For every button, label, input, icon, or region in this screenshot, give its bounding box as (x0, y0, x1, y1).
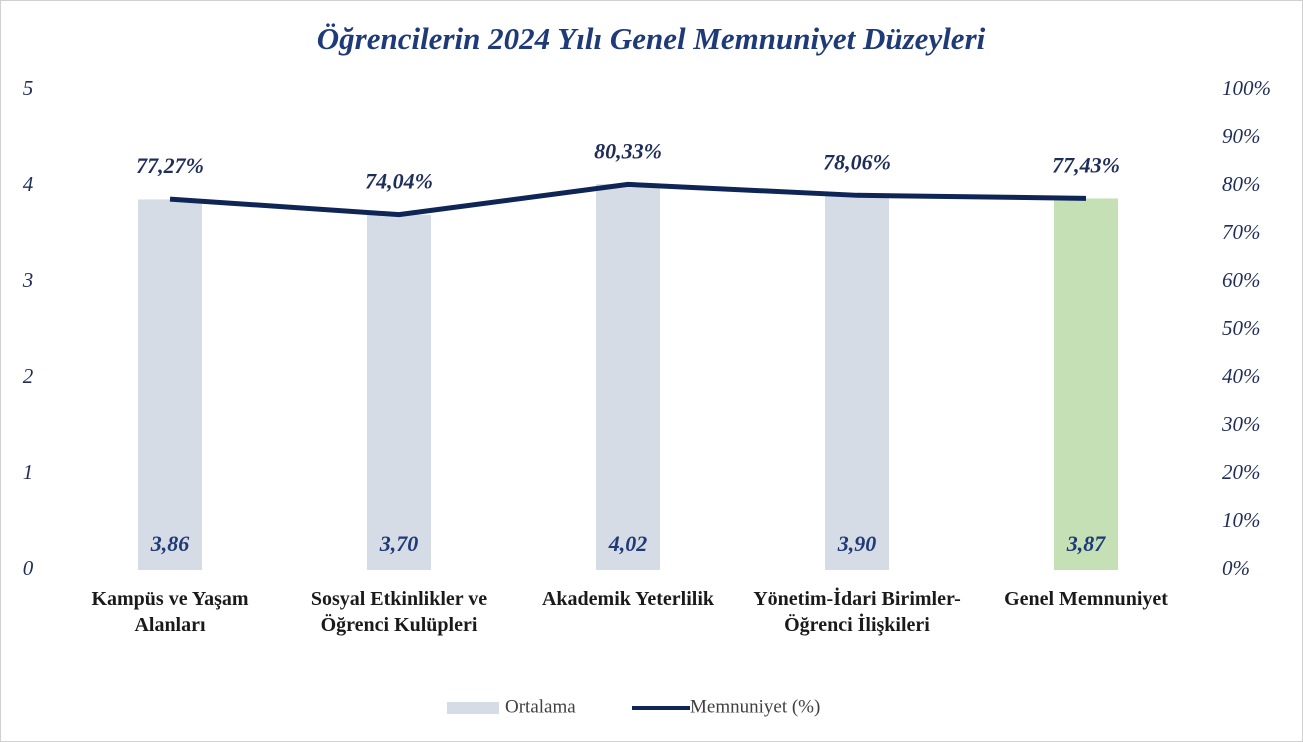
line-value-label: 77,43% (1052, 152, 1120, 177)
y2-tick-label: 10% (1222, 508, 1261, 532)
bar (825, 195, 889, 570)
bar-value-label: 3,86 (150, 531, 190, 556)
bar-value-label: 3,90 (837, 531, 877, 556)
y2-tick-label: 30% (1221, 412, 1261, 436)
x-tick-label: Kampüs ve Yaşam Alanları (91, 588, 249, 636)
y-tick-label: 1 (23, 460, 34, 484)
y2-tick-label: 0% (1222, 556, 1250, 580)
y2-tick-label: 40% (1222, 364, 1261, 388)
y2-tick-label: 80% (1222, 172, 1261, 196)
y2-tick-label: 20% (1222, 460, 1261, 484)
y2-tick-label: 90% (1222, 124, 1261, 148)
y-tick-label: 5 (23, 76, 34, 100)
legend-label: Memnuniyet (%) (690, 696, 820, 717)
x-tick-label: Sosyal Etkinlikler ve Öğrenci Kulüpleri (310, 588, 488, 636)
y-tick-label: 4 (23, 172, 34, 196)
bar (1054, 198, 1118, 571)
bar (596, 184, 660, 570)
y-tick-label: 0 (23, 556, 34, 580)
bar-value-label: 4,02 (608, 531, 648, 556)
line-value-label: 77,27% (136, 153, 204, 178)
line (169, 181, 1087, 218)
y-tick-label: 3 (22, 268, 34, 292)
y2-tick-label: 70% (1222, 220, 1261, 244)
bar (367, 214, 431, 571)
bar-value-label: 3,70 (379, 531, 419, 556)
legend-label: Ortalama (505, 696, 576, 717)
chart-title: Öğrencilerin 2024 Yılı Genel Memnuniyet … (317, 21, 986, 56)
x-tick-label: Genel Memnuniyet (1004, 588, 1168, 610)
y2-tick-label: 60% (1222, 268, 1261, 292)
y-tick-label: 2 (23, 364, 34, 388)
line-value-label: 74,04% (365, 169, 433, 194)
bar (138, 199, 202, 570)
x-tick-label: Akademik Yeterlilik (541, 588, 715, 610)
legend-swatch (447, 702, 499, 714)
line-value-label: 80,33% (594, 138, 662, 163)
y2-tick-label: 100% (1222, 76, 1271, 100)
x-tick-label: Yönetim-İdari Birimler-Öğrenci İlişkiler… (753, 588, 961, 636)
y2-tick-label: 50% (1222, 316, 1261, 340)
line-value-label: 78,06% (823, 149, 891, 174)
bar-value-label: 3,87 (1066, 531, 1107, 556)
